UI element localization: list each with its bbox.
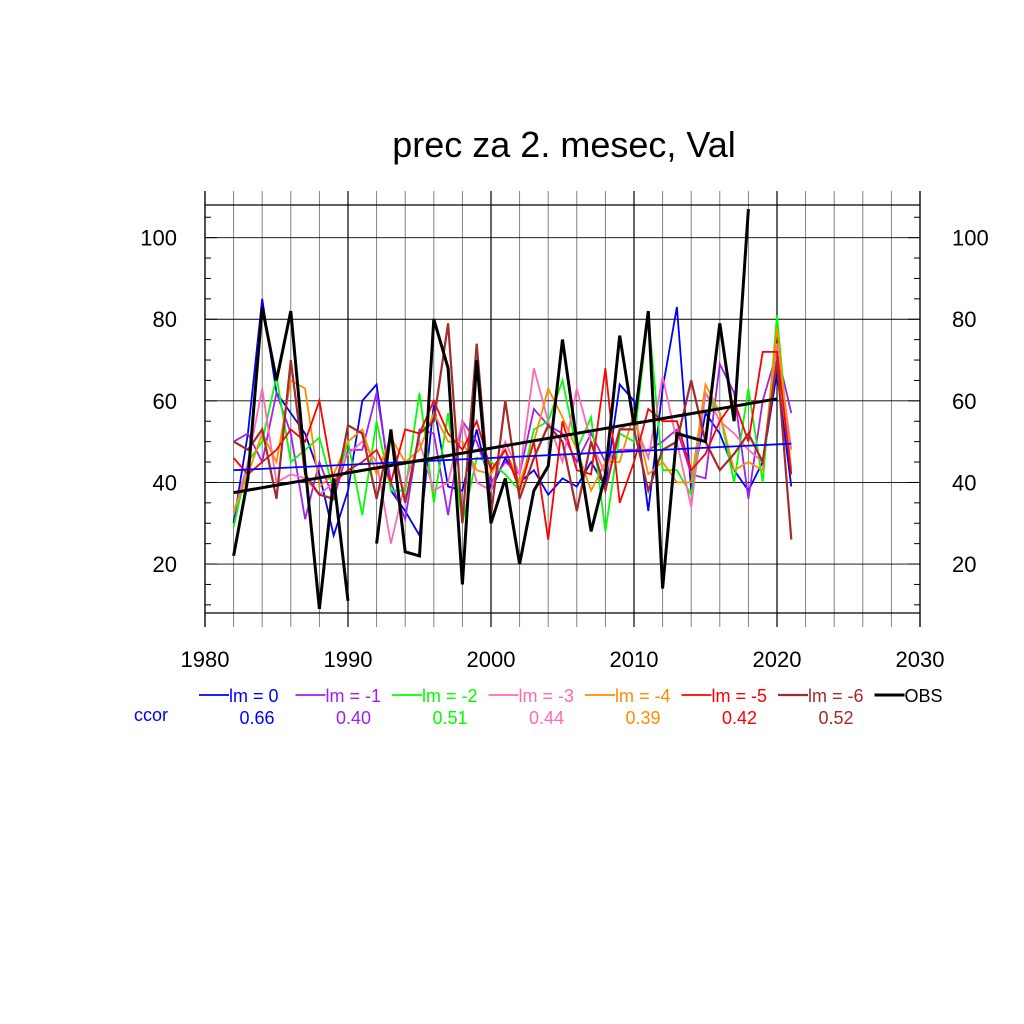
trend-line [233,442,792,472]
legend-label: lm = -1 [326,686,382,706]
series-4 [232,327,793,512]
grid [204,191,921,627]
legend-label: lm = -2 [422,686,478,706]
ccor-value: 0.42 [722,708,757,728]
x-tick-label: 2000 [467,647,516,672]
y-tick-label-right: 40 [952,470,976,495]
legend-label: lm = -3 [519,686,575,706]
x-tick-label: 2030 [896,647,945,672]
y-tick-label-left: 80 [153,307,177,332]
ccor-value: 0.51 [432,708,467,728]
series-7 [232,208,750,610]
series-line [232,350,793,540]
chart-title: prec za 2. mesec, Val [392,124,735,165]
ccor-value: 0.52 [818,708,853,728]
series-line [375,208,750,589]
ccor-value: 0.44 [529,708,564,728]
legend-label: lm = -4 [615,686,671,706]
ccor-value: 0.39 [625,708,660,728]
series-line [232,306,350,610]
series-line [232,327,793,512]
x-tick-label: 1980 [181,647,230,672]
x-tick-label: 2010 [610,647,659,672]
y-tick-label-left: 60 [153,389,177,414]
y-tick-label-right: 80 [952,307,976,332]
y-tick-label-right: 100 [952,226,989,251]
y-tick-label-right: 20 [952,552,976,577]
series-5 [232,350,793,540]
legend-label: lm = -5 [712,686,768,706]
y-tick-label-left: 20 [153,552,177,577]
series-lines [232,208,793,610]
legend-label: lm = -6 [808,686,864,706]
trend-line [233,397,778,495]
legend-label: lm = 0 [229,686,279,706]
y-tick-label-right: 60 [952,389,976,414]
x-tick-label: 2020 [753,647,802,672]
y-tick-label-left: 40 [153,470,177,495]
legend: ccor lm = 00.66 lm = -10.40 lm = -20.51 lm … [134,686,943,728]
x-tick-label: 1990 [324,647,373,672]
ccor-value: 0.40 [336,708,371,728]
y-tick-label-left: 100 [140,226,177,251]
legend-label: OBS [905,686,943,706]
series-3 [232,343,793,544]
ccor-value: 0.66 [239,708,274,728]
ccor-label: ccor [134,705,168,725]
series-line [232,343,793,544]
